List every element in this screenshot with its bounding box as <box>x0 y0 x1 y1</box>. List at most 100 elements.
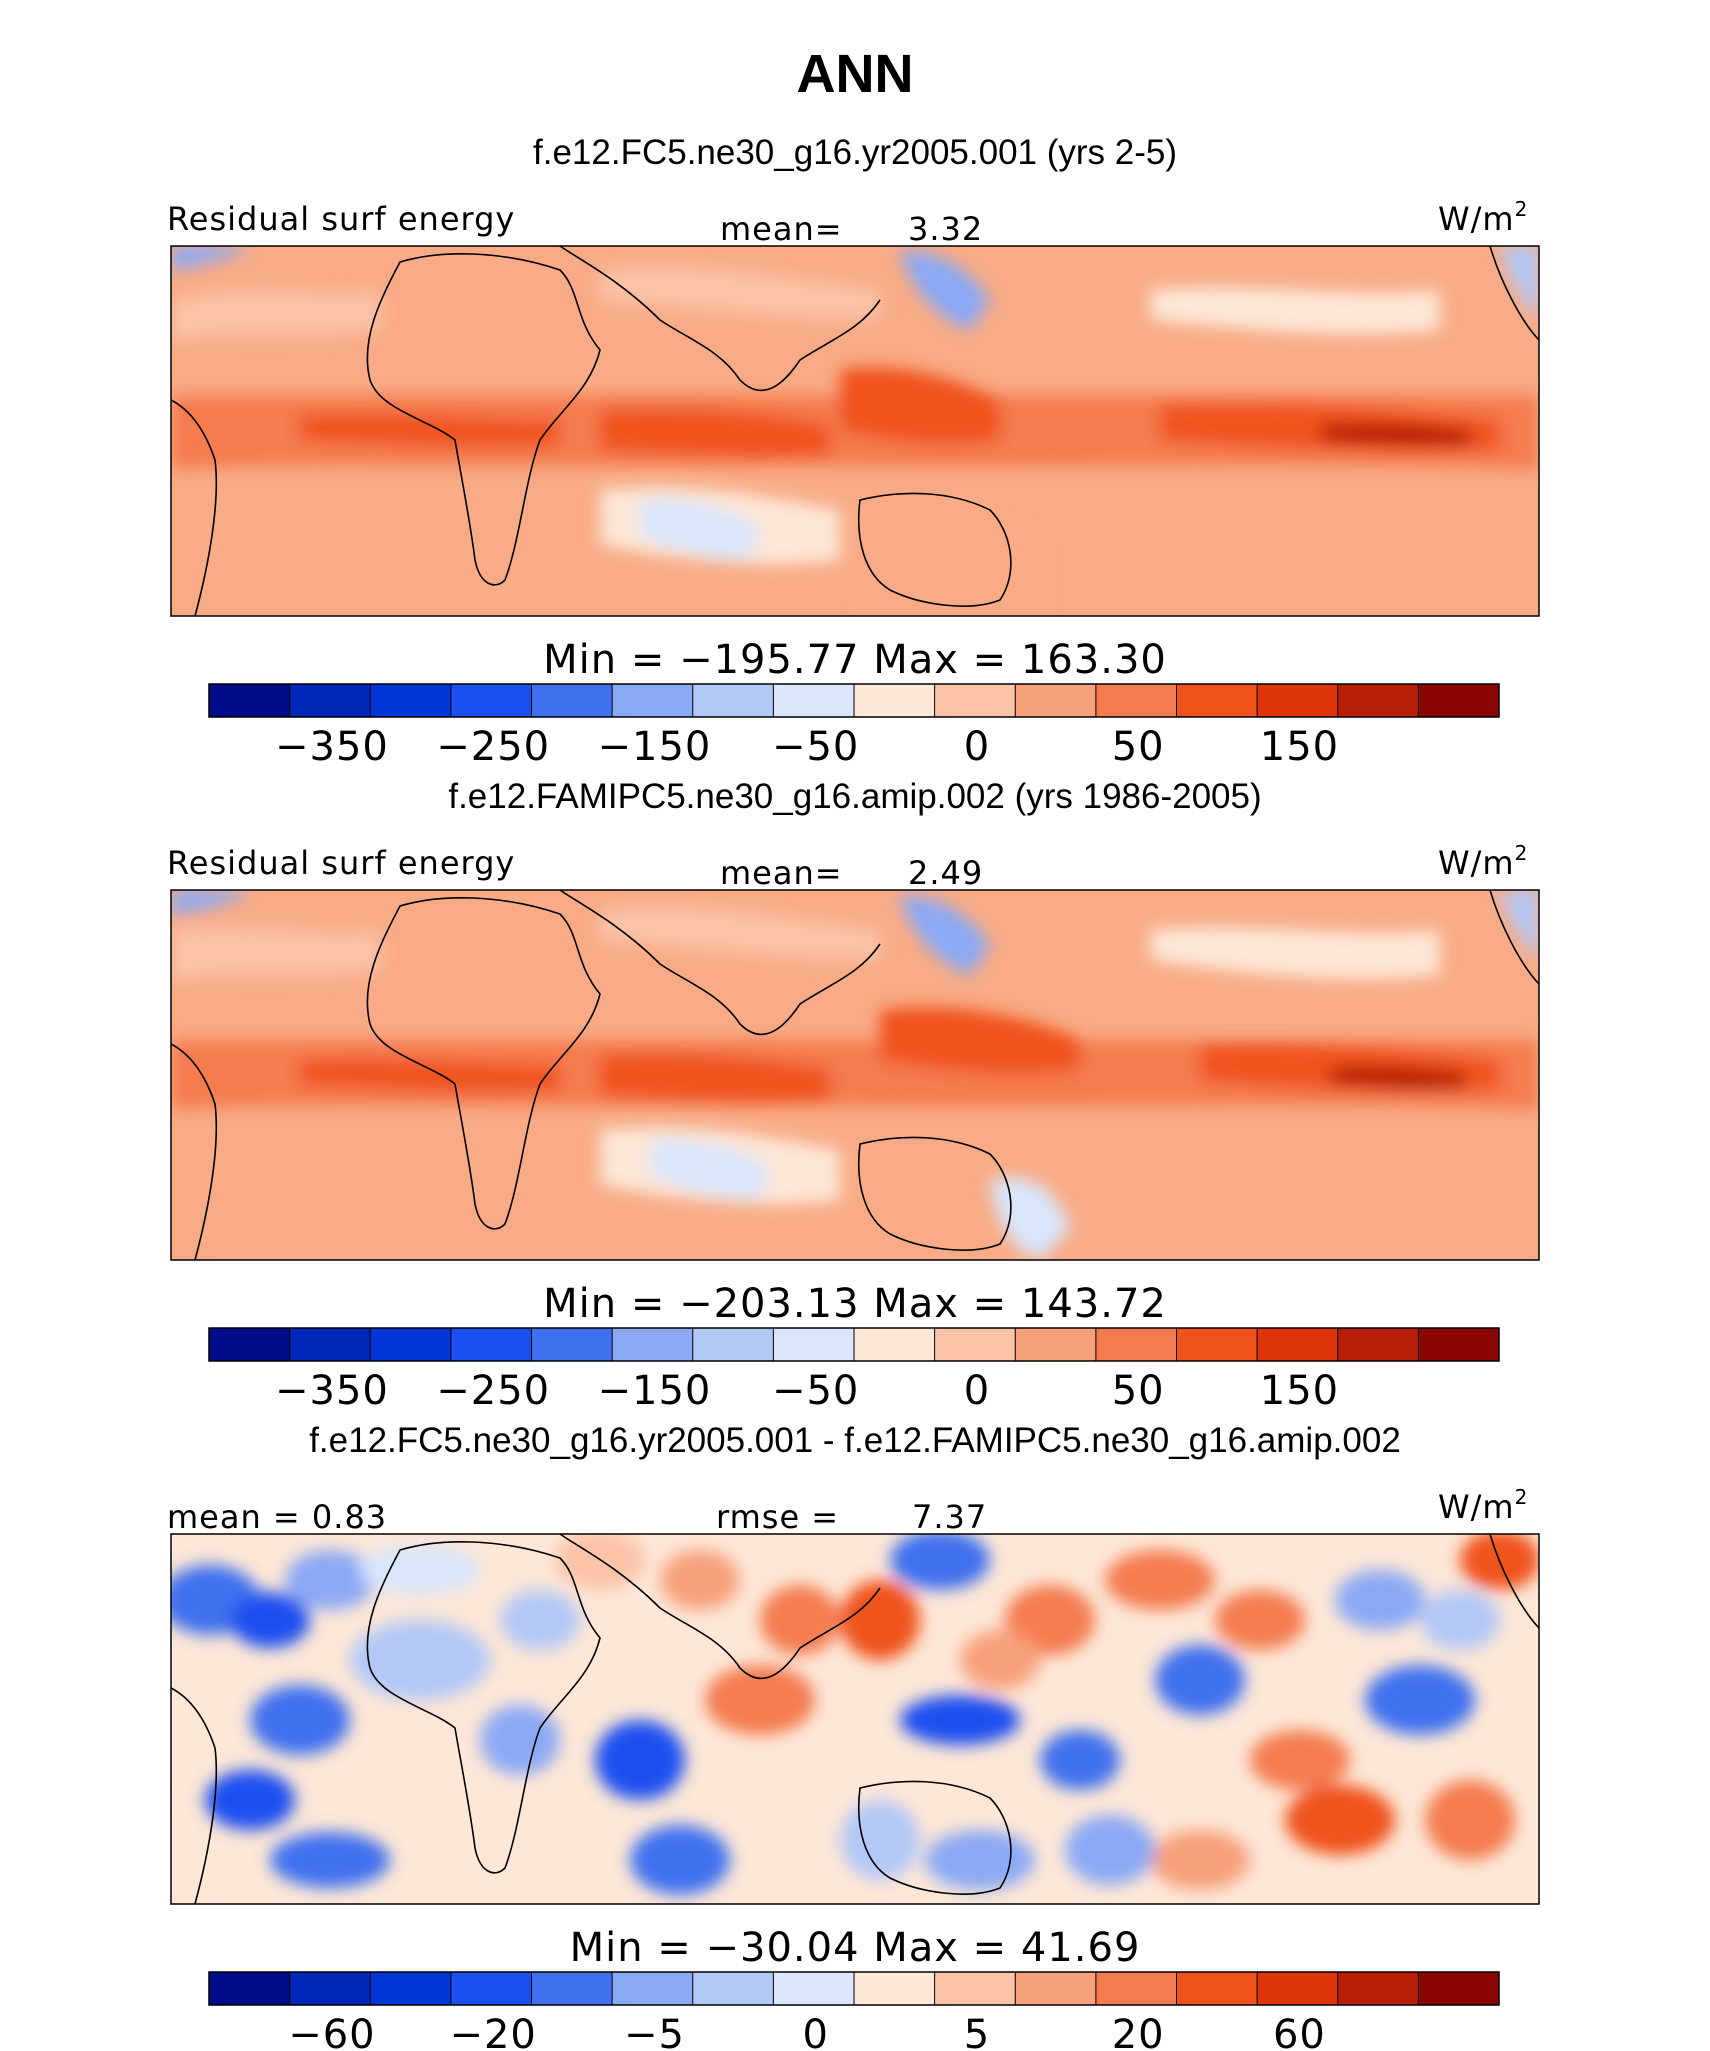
difference-anomaly <box>1155 1645 1245 1715</box>
colorbar-segment <box>1257 1972 1339 2005</box>
colorbar-segment <box>289 684 371 717</box>
mean-label: mean= <box>720 210 843 248</box>
coastline-south-america <box>171 1043 218 1260</box>
colorbar-segment <box>773 1328 855 1361</box>
mean-label: mean= <box>720 854 843 892</box>
coastline-asia <box>559 890 881 1036</box>
difference-anomaly <box>500 1590 580 1650</box>
units-label: W/m2 <box>1438 841 1528 882</box>
coastline-africa <box>366 253 601 586</box>
colorbar-tick-label: 5 <box>964 2012 990 2051</box>
colorbar-tick-label: −50 <box>772 1368 859 1414</box>
coastline-north-america <box>1489 890 1539 985</box>
colorbar-segment <box>289 1328 371 1361</box>
colorbar-segment <box>934 684 1016 717</box>
colorbar-segment <box>531 1328 613 1361</box>
difference-anomaly <box>900 1695 1020 1745</box>
coastline-australia <box>857 492 1012 607</box>
difference-anomaly <box>925 1830 1035 1890</box>
difference-anomaly <box>660 1550 740 1610</box>
difference-anomaly <box>1040 1730 1120 1790</box>
difference-anomaly <box>270 1832 390 1888</box>
colorbar-segment <box>370 1328 452 1361</box>
min-max-text: Min = −30.04 Max = 41.69 <box>570 1925 1141 1971</box>
rmse-label: rmse = <box>716 1498 839 1536</box>
difference-anomaly <box>250 1685 350 1755</box>
colorbar: −60 −20 −5 0 5 20 60 <box>208 1971 1500 2051</box>
coastlines <box>171 246 1539 616</box>
map-field <box>171 890 1539 1260</box>
colorbar-segment <box>209 1972 291 2005</box>
variable-label: Residual surf energy <box>167 200 515 238</box>
panel-title: f.e12.FC5.ne30_g16.yr2005.001 - f.e12.FA… <box>309 1421 1401 1460</box>
colorbar-segment <box>531 1972 613 2005</box>
difference-anomaly <box>760 1585 840 1655</box>
difference-anomaly <box>360 1545 480 1595</box>
colorbar-segment <box>692 684 774 717</box>
difference-anomaly <box>630 1825 730 1895</box>
coastline-south-america <box>171 399 218 616</box>
colorbar-segment <box>450 684 532 717</box>
difference-anomaly <box>1335 1570 1425 1630</box>
colorbar-segment <box>854 1328 936 1361</box>
difference-anomaly <box>595 1720 685 1800</box>
colorbar-segment <box>1015 1972 1097 2005</box>
colorbar-segment <box>370 684 452 717</box>
colorbar-segment <box>1176 684 1258 717</box>
coastline-africa <box>366 897 601 1230</box>
colorbar-tick-label: 150 <box>1260 724 1339 770</box>
colorbar-tick-label: −50 <box>772 724 859 770</box>
colorbar-tick-label: −150 <box>598 724 712 770</box>
map-frame <box>170 1533 1540 1905</box>
colorbar-frame <box>208 1971 1500 2006</box>
panel-2: f.e12.FAMIPC5.ne30_g16.amip.002 (yrs 198… <box>167 777 1540 1414</box>
colorbar-tick-label: 150 <box>1260 1368 1339 1414</box>
map-field <box>171 246 1539 616</box>
colorbar-tick-label: −250 <box>436 1368 550 1414</box>
colorbar-tick-label: 0 <box>802 2012 828 2051</box>
colorbar-segment <box>612 1328 694 1361</box>
difference-anomaly <box>1005 1585 1095 1655</box>
mean-label: mean = 0.83 <box>167 1498 387 1536</box>
colorbar-frame <box>208 1327 1500 1362</box>
colorbar-segment <box>1176 1972 1258 2005</box>
map-field <box>171 1534 1539 1904</box>
coastline-north-america <box>1489 246 1539 341</box>
colorbar-segment <box>531 684 613 717</box>
colorbar-segment <box>1418 684 1500 717</box>
colorbar-tick-label: 60 <box>1273 2012 1326 2051</box>
map-frame <box>170 245 1540 617</box>
difference-anomaly <box>890 1534 990 1590</box>
difference-anomaly <box>840 1800 920 1880</box>
coastline-south-america <box>171 1687 218 1904</box>
panel-title: f.e12.FAMIPC5.ne30_g16.amip.002 (yrs 198… <box>448 777 1261 816</box>
colorbar-tick-label: −250 <box>436 724 550 770</box>
variable-label: Residual surf energy <box>167 844 515 882</box>
difference-anomaly <box>350 1620 490 1700</box>
difference-anomaly <box>1250 1730 1350 1790</box>
colorbar-segment <box>854 684 936 717</box>
colorbar-segment <box>450 1972 532 2005</box>
colorbar-segment <box>692 1972 774 2005</box>
min-max-text: Min = −195.77 Max = 163.30 <box>543 637 1167 683</box>
difference-anomaly <box>1150 1830 1250 1890</box>
difference-anomaly <box>1460 1534 1539 1590</box>
difference-anomaly <box>960 1630 1040 1690</box>
colorbar: −350 −250 −150 −50 0 50 150 <box>208 683 1500 770</box>
colorbar-tick-label: −150 <box>598 1368 712 1414</box>
colorbar-tick-label: −350 <box>275 724 389 770</box>
difference-anomaly <box>285 1550 375 1610</box>
colorbar-tick-label: −20 <box>449 2012 536 2051</box>
panel-3: f.e12.FC5.ne30_g16.yr2005.001 - f.e12.FA… <box>167 1421 1540 2051</box>
colorbar-segment <box>1015 1328 1097 1361</box>
panel-title: f.e12.FC5.ne30_g16.yr2005.001 (yrs 2-5) <box>533 133 1177 172</box>
colorbar-segment <box>773 684 855 717</box>
colorbar-segment <box>1418 1972 1500 2005</box>
difference-anomaly <box>1285 1785 1395 1855</box>
colorbar-tick-label: −60 <box>288 2012 375 2051</box>
difference-anomaly <box>480 1705 560 1775</box>
colorbar-segment <box>612 1972 694 2005</box>
colorbar-segment <box>934 1972 1016 2005</box>
units-label: W/m2 <box>1438 1485 1528 1526</box>
